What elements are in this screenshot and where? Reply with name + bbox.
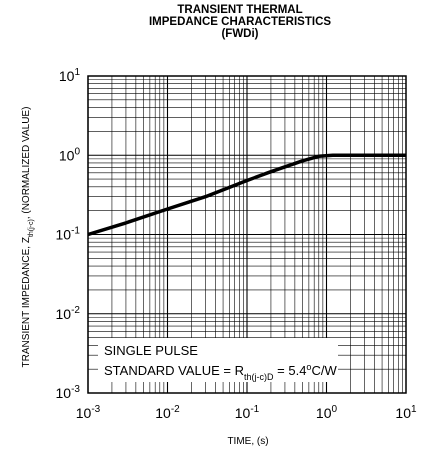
y-tick-base: 10	[56, 227, 72, 243]
y-tick-label: 10-3	[56, 384, 81, 401]
y-tick-exponent: -1	[71, 226, 80, 237]
x-tick-exponent: -1	[250, 404, 259, 415]
x-tick-label: 100	[316, 404, 338, 421]
chart-title: TRANSIENT THERMAL IMPEDANCE CHARACTERIST…	[0, 4, 423, 40]
x-tick-label: 10-2	[155, 404, 180, 421]
annotation-line-1: SINGLE PULSE	[104, 343, 198, 358]
y-tick-exponent: -2	[71, 305, 80, 316]
x-tick-base: 10	[76, 405, 92, 421]
x-tick-base: 10	[316, 405, 332, 421]
annotation-box: SINGLE PULSE STANDARD VALUE = Rth(j-c)D =…	[98, 338, 338, 382]
y-tick-exponent: 0	[74, 146, 80, 157]
y-tick-label: 10-2	[56, 305, 81, 322]
y-axis-label-prefix: TRANSIENT IMPEDANCE, Z	[21, 237, 32, 367]
annotation-line-2-prefix: STANDARD VALUE = R	[104, 363, 244, 378]
x-axis-label: TIME, (s)	[227, 436, 268, 447]
x-tick-labels: 10-3 10-2 10-1 100 101	[76, 404, 417, 421]
annotation-line-2-superscript: o	[306, 362, 311, 372]
x-tick-base: 10	[395, 405, 411, 421]
x-tick-exponent: -3	[91, 404, 100, 415]
y-tick-label: 100	[59, 146, 81, 163]
annotation-line-2: STANDARD VALUE = Rth(j-c)D = 5.4oC/W	[104, 362, 337, 382]
x-tick-exponent: -2	[171, 404, 180, 415]
y-tick-label: 101	[59, 67, 81, 84]
y-tick-base: 10	[59, 68, 75, 84]
x-tick-exponent: 1	[411, 404, 417, 415]
y-axis-label: TRANSIENT IMPEDANCE, Zth(j-c), (NORMALIZ…	[21, 107, 35, 368]
y-axis-label-suffix: , (NORMALIZED VALUE)	[21, 107, 32, 220]
y-tick-exponent: -3	[71, 384, 80, 395]
x-tick-label: 101	[395, 404, 417, 421]
annotation-line-2-subscript: th(j-c)D	[244, 372, 274, 382]
x-tick-exponent: 0	[332, 404, 338, 415]
transient-impedance-curve	[87, 153, 406, 237]
y-tick-base: 10	[59, 147, 75, 163]
x-tick-label: 10-3	[76, 404, 101, 421]
annotation-line-2-value: = 5.4	[274, 363, 307, 378]
y-tick-base: 10	[56, 306, 72, 322]
chart-title-line-2: IMPEDANCE CHARACTERISTICS	[148, 16, 332, 28]
annotation-line-2-unit: C/W	[311, 363, 337, 378]
y-tick-exponent: 1	[74, 67, 80, 78]
chart-title-line-3: (FWDi)	[221, 28, 259, 40]
chart-title-line-1: TRANSIENT THERMAL	[177, 4, 303, 16]
y-tick-base: 10	[56, 385, 72, 401]
x-tick-label: 10-1	[235, 404, 260, 421]
y-tick-label: 10-1	[56, 226, 81, 243]
x-tick-base: 10	[155, 405, 171, 421]
annotation-background	[98, 338, 338, 382]
x-tick-base: 10	[235, 405, 251, 421]
y-axis-label-subscript: th(j-c)	[28, 219, 35, 237]
